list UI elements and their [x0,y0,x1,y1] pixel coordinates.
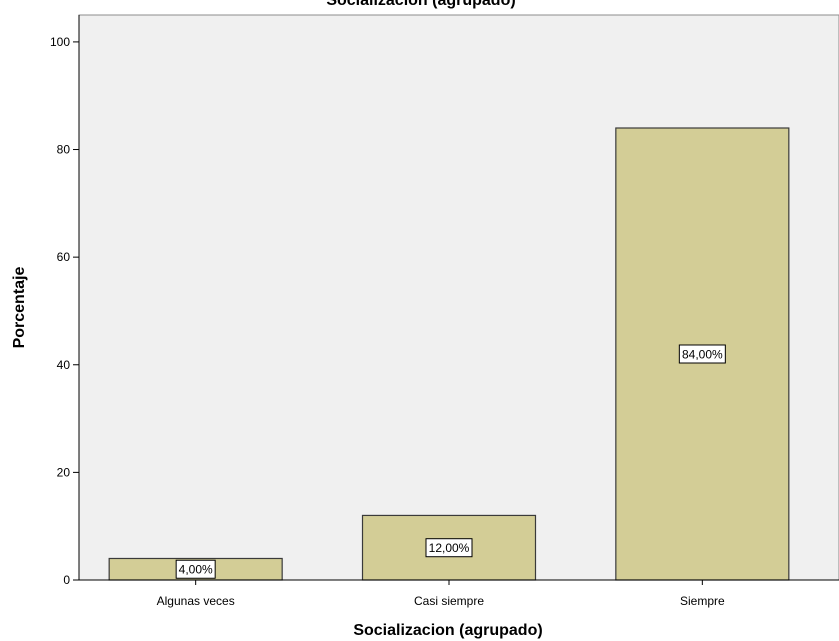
data-label-box [678,344,726,364]
data-label: 12,00% [429,541,470,555]
y-tick-label: 20 [57,465,71,479]
data-label: 84,00% [682,348,723,362]
y-tick-label: 80 [57,143,71,157]
y-tick-label: 100 [50,35,70,49]
x-axis: Algunas veces Casi siempre Siempre [79,579,839,608]
data-label-box [175,559,216,579]
y-tick-label: 60 [57,250,71,264]
y-tick-label: 0 [63,573,70,587]
data-labels-group: 4,00% 12,00% 84,00% [175,344,726,579]
x-tick-label: Siempre [680,594,725,608]
y-tick-label: 40 [57,358,71,372]
y-axis: 0 20 40 60 80 100 [50,15,80,587]
chart-title: Socialización (agrupado) [326,0,515,9]
data-label-box [425,538,473,558]
x-axis-title: Socializacion (agrupado) [353,622,542,639]
x-tick-label: Casi siempre [414,594,484,608]
x-tick-label: Algunas veces [157,594,235,608]
y-axis-title: Porcentaje [11,266,28,348]
data-label: 4,00% [179,563,213,577]
